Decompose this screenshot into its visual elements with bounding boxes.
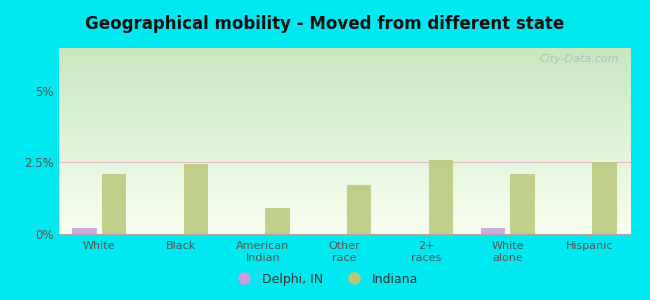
Bar [265,208,290,234]
Text: Geographical mobility - Moved from different state: Geographical mobility - Moved from diffe… [85,15,565,33]
Bar [347,185,371,234]
Bar [102,174,126,234]
Bar [72,228,97,234]
Bar [481,228,506,234]
Bar [510,174,535,234]
Legend: Delphi, IN, Indiana: Delphi, IN, Indiana [227,268,423,291]
Bar [183,164,208,234]
Text: City-Data.com: City-Data.com [540,54,619,64]
Bar [428,160,453,234]
Bar [592,163,617,234]
